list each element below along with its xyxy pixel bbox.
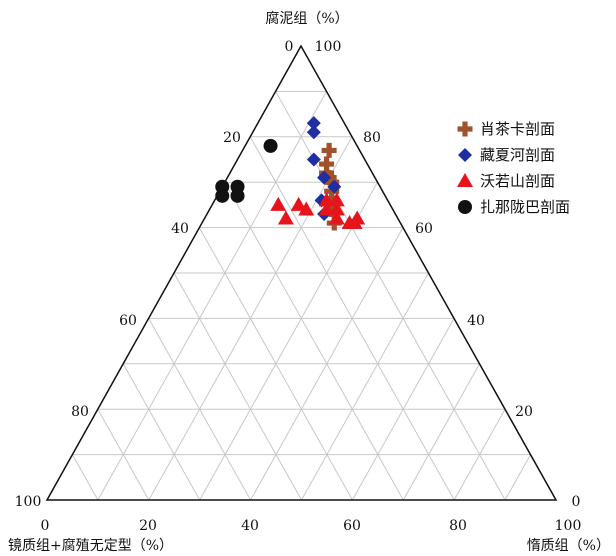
data-point: [298, 201, 315, 216]
legend-label: 肖茶卡剖面: [480, 120, 555, 138]
legend-label: 沃若山剖面: [480, 172, 555, 190]
legend-marker: [458, 200, 472, 214]
tick-labels: 0 100 100 80 60 40 20 80 60 40 20 0 0 20 40 60 80 100: [15, 39, 582, 534]
bottom-tick-label: 60: [343, 518, 361, 534]
grid-line: [97, 91, 327, 501]
data-point: [349, 210, 366, 225]
data-point: [327, 179, 342, 194]
left-tick-label: 100: [15, 494, 42, 510]
grid-line: [97, 408, 150, 501]
data-point: [230, 188, 245, 203]
grid-line: [275, 91, 506, 501]
data-point: [324, 192, 340, 208]
top-tick-label: 0: [285, 39, 294, 55]
left-tick-label: 80: [71, 404, 89, 420]
top-tick-label: 100: [315, 39, 342, 55]
bottom-tick-label: 100: [555, 518, 582, 534]
data-point: [277, 210, 294, 225]
bottom-left-axis-title: 镜质组+腐殖无定型（%）: [8, 537, 173, 554]
grid-line: [301, 272, 429, 501]
right-tick-label: 40: [467, 313, 485, 329]
grid-line: [173, 272, 302, 501]
data-points: [215, 116, 366, 231]
grid-line: [504, 454, 531, 501]
legend-label: 藏夏河剖面: [480, 146, 555, 164]
data-point: [328, 192, 345, 207]
grid-line: [453, 408, 506, 501]
data-point: [215, 188, 230, 203]
grid-line: [224, 181, 404, 501]
data-point: [324, 174, 340, 190]
left-tick-label: 20: [223, 130, 241, 146]
data-point: [328, 210, 345, 225]
grid-line: [148, 318, 252, 501]
legend-marker: [457, 173, 473, 187]
bottom-tick-label: 0: [41, 518, 50, 534]
bottom-tick-label: 80: [449, 518, 467, 534]
right-tick-label: 20: [515, 404, 533, 420]
bottom-tick-label: 40: [241, 518, 259, 534]
data-point: [318, 201, 335, 216]
data-point: [328, 201, 345, 216]
right-tick-label: 80: [363, 130, 381, 146]
right-tick-label: 0: [572, 494, 581, 510]
grid-lines: [71, 90, 531, 501]
series-group: [270, 192, 366, 230]
right-tick-label: 60: [415, 221, 433, 237]
legend-marker: [458, 148, 472, 162]
legend-marker: [457, 121, 473, 137]
left-tick-label: 60: [119, 313, 137, 329]
bottom-tick-label: 20: [139, 518, 157, 534]
data-point: [321, 142, 337, 158]
data-point: [306, 152, 321, 167]
series-group: [215, 138, 278, 203]
grid-line: [351, 318, 455, 501]
data-point: [306, 116, 321, 131]
grid-line: [199, 181, 378, 501]
bottom-right-axis-title: 惰质组（%）: [527, 538, 610, 554]
data-point: [319, 156, 335, 172]
data-point: [290, 196, 307, 211]
data-point: [306, 125, 321, 140]
legend-label: 扎那陇巴剖面: [480, 198, 570, 216]
triangle-frame: [45, 44, 558, 501]
grid-line: [402, 363, 480, 501]
grid-line: [122, 363, 201, 501]
data-point: [324, 183, 340, 199]
data-point: [317, 170, 332, 185]
data-point: [270, 196, 287, 211]
data-point: [263, 138, 278, 153]
grid-line: [71, 454, 99, 501]
data-point: [324, 201, 340, 217]
left-tick-label: 40: [171, 221, 189, 237]
top-axis-title: 腐泥组（%）: [265, 10, 348, 27]
data-point: [318, 192, 335, 207]
